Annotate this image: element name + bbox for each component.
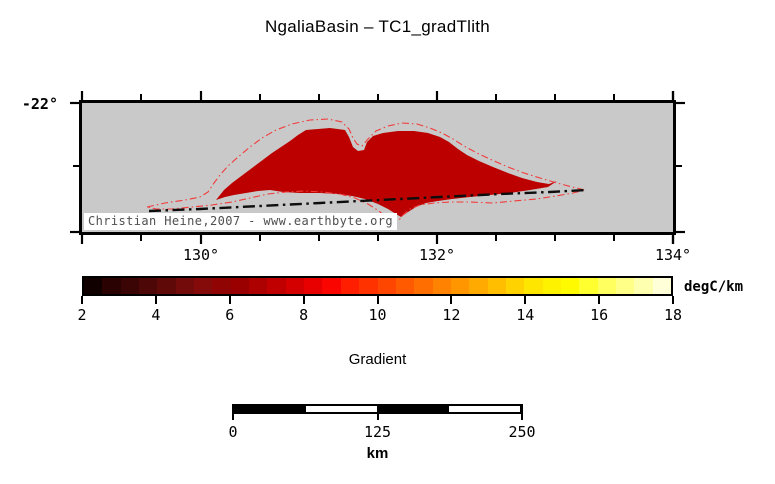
colorbar-tick	[672, 296, 674, 304]
colorbar-cell	[450, 278, 470, 294]
basin-map-shapes	[146, 118, 587, 223]
colorbar-tick-label: 16	[590, 306, 609, 324]
colorbar-tick	[376, 296, 379, 304]
colorbar-cell	[597, 278, 616, 294]
scalebar-segment	[306, 406, 378, 412]
colorbar-tick-label: 8	[299, 306, 309, 324]
colorbar-cell	[230, 278, 250, 294]
colorbar-cell	[267, 278, 286, 294]
basin-outline-contour	[146, 118, 586, 223]
colorbar-cell	[304, 278, 323, 294]
attribution-label: Christian Heine,2007 - www.earthbyte.org	[84, 213, 397, 230]
colorbar-unit-label: degC/km	[684, 279, 744, 295]
colorbar-tick-label: 10	[368, 306, 387, 324]
colorbar-cell	[175, 278, 195, 294]
colorbar-tick	[81, 296, 83, 304]
colorbar-cell	[524, 278, 543, 294]
colorbar-cell	[102, 278, 121, 294]
colorbar-tick	[524, 296, 527, 304]
colorbar-cell	[469, 278, 488, 294]
colorbar-cell	[560, 278, 580, 294]
colorbar-cell	[139, 278, 158, 294]
colorbar-cell	[414, 278, 433, 294]
colorbar-cell	[652, 278, 671, 294]
colorbar-tick-label: 12	[442, 306, 461, 324]
colorbar-cell	[615, 278, 635, 294]
colorbar-cell	[340, 278, 360, 294]
colorbar-cell	[285, 278, 305, 294]
basement-dashdot-line	[148, 188, 587, 213]
colorbar-tick	[450, 296, 453, 304]
colorbar-cell	[505, 278, 525, 294]
colorbar-tick-label: 14	[516, 306, 535, 324]
colorbar-cell	[542, 278, 561, 294]
colorbar-cell	[395, 278, 415, 294]
scalebar-tick	[376, 404, 379, 420]
colorbar-cell	[322, 278, 341, 294]
basin-fill-polygon	[216, 128, 557, 217]
scalebar-tick	[232, 404, 234, 420]
lon-tick-label: 130°	[182, 246, 220, 264]
lat-tick-label: -22°	[21, 95, 58, 113]
scalebar-segment	[448, 406, 520, 412]
colorbar-cell	[432, 278, 451, 294]
colorbar-cell	[634, 278, 653, 294]
colorbar-cell	[359, 278, 378, 294]
scalebar-segment	[235, 406, 307, 412]
colorbar-cell	[579, 278, 598, 294]
colorbar-cell	[249, 278, 268, 294]
lon-tick-label: 134°	[654, 246, 692, 264]
scalebar-tick	[521, 404, 523, 420]
colorbar-cell	[157, 278, 176, 294]
colorbar-tick-label: 4	[151, 306, 161, 324]
basin-map-frame: Christian Heine,2007 - www.earthbyte.org	[79, 100, 676, 235]
colorbar-title: Gradient	[348, 351, 407, 368]
colorbar-cell	[212, 278, 231, 294]
scalebar-segment	[377, 406, 449, 412]
colorbar-cell	[84, 278, 103, 294]
scalebar-tick-label: 250	[508, 423, 536, 441]
figure-title: NgaliaBasin – TC1_gradTlith	[264, 17, 491, 36]
colorbar-cell	[487, 278, 506, 294]
colorbar-cell	[377, 278, 396, 294]
colorbar-tick-label: 6	[225, 306, 235, 324]
colorbar-tick	[154, 296, 157, 304]
scalebar-unit-label: km	[366, 445, 389, 462]
colorbar-tick	[228, 296, 231, 304]
colorbar-tick	[598, 296, 601, 304]
colorbar-tick-label: 18	[663, 306, 683, 324]
scalebar-tick-label: 125	[363, 423, 392, 441]
colorbar-tick	[302, 296, 305, 304]
colorbar-cell	[194, 278, 213, 294]
colorbar	[82, 276, 673, 296]
colorbar-cell	[120, 278, 140, 294]
scalebar-tick-label: 0	[228, 423, 238, 441]
lon-tick-label: 132°	[418, 246, 456, 264]
colorbar-tick-label: 2	[77, 306, 87, 324]
